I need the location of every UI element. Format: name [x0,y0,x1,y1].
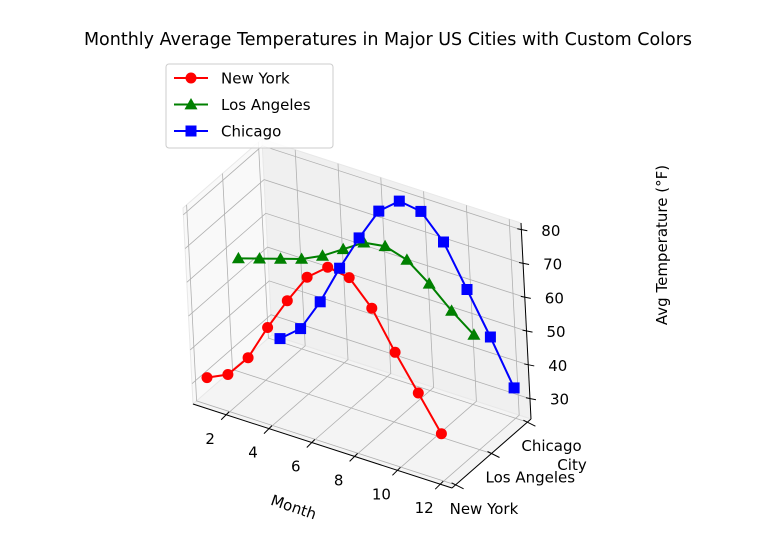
axes: 2 4 6 8 10 12 New York Los Angeles Chicago 30 40 50… [192,222,582,518]
z-tick-mark [520,295,531,299]
data-point [231,251,245,264]
x-tick-label: 10 [372,485,391,503]
data-point [445,304,459,316]
y-tick-mark [523,419,536,427]
data-point [262,322,274,333]
x-tick-mark [220,411,230,421]
legend-frame [165,63,334,149]
z-axis-label: Avg Temperature (°F) [653,165,671,325]
series-new-york [201,261,447,440]
z-tick-label: 40 [548,357,567,375]
data-point [366,302,378,314]
x-axis-label: Month [268,491,318,523]
legend-entry: Chicago [174,123,281,141]
data-point [343,272,355,284]
data-point [438,236,449,248]
data-point [185,72,197,84]
data-point [201,372,213,384]
y-tick-label: Chicago [521,437,581,455]
data-point [253,252,266,264]
data-point [422,277,436,289]
data-point [393,195,405,207]
y-tick-mark [487,451,500,458]
grid-line-x [397,205,477,471]
z-tick-label: 60 [545,289,564,307]
x-tick-mark [392,466,401,476]
grid-line-z [188,246,527,332]
z-tick-mark [522,329,533,333]
grid-line-x [354,191,435,457]
legend: New York Los Angeles Chicago [165,63,334,149]
z-tick-label: 50 [547,323,566,341]
data-point [295,323,307,335]
data-point [334,262,346,274]
y-tick-label: New York [450,500,519,518]
data-point [242,352,254,364]
chart-title: Monthly Average Temperatures in Major US… [84,30,692,50]
legend-entry: New York [174,70,290,88]
z-tick-mark [517,228,528,232]
x-tick-label: 8 [334,471,344,489]
data-point [467,328,481,340]
grid-line-y [258,142,528,423]
y-tick-label: Los Angeles [486,469,576,487]
z-tick-label: 70 [543,256,562,274]
data-point [400,253,414,265]
legend-entry: Los Angeles [174,96,311,114]
data-point [415,205,427,217]
legend-label: Chicago [221,123,281,141]
grid-line-z [184,179,524,264]
x-tick-label: 12 [415,499,434,517]
x-tick-label: 4 [248,444,258,462]
data-point [184,98,198,110]
data-point [316,249,329,261]
data-point [353,232,365,244]
grid-line-x [439,219,520,485]
data-point [274,252,287,264]
y-axis-label: City [557,456,587,474]
grid-line-z [189,280,529,366]
data-point [301,271,313,283]
x-tick-mark [263,425,273,434]
x-tick-mark [434,480,444,490]
x-axis-line [192,403,453,489]
data-point [274,333,286,345]
z-tick-mark [525,397,537,401]
z-tick-mark [524,363,535,367]
data-point [322,261,334,273]
data-point [314,296,326,308]
data-point [389,346,401,358]
data-point [508,382,520,394]
data-point [295,252,309,264]
legend-label: Los Angeles [221,96,311,114]
z-tick-label: 80 [541,222,560,240]
x-tick-label: 2 [205,430,215,448]
grid-line-x [225,149,306,416]
grid-line-z [186,212,525,298]
series-chicago [274,195,520,394]
data-point [484,331,496,343]
data-point [378,239,392,252]
grid-line-x [268,163,349,429]
z-tick-label: 30 [550,391,569,409]
y-tick-mark [451,482,464,490]
data-point [281,295,293,307]
legend-label: New York [221,70,290,88]
z-axis-line [520,222,532,420]
data-point [336,242,350,255]
grid-line-y [186,204,456,486]
data-point [373,205,385,217]
data-point [185,125,197,137]
grid-line-z [191,314,531,400]
data-point [461,284,473,295]
x-tick-mark [306,439,316,448]
data-point [435,428,447,440]
z-tick-mark [518,262,530,266]
x-tick-label: 6 [291,458,301,476]
series-group [201,195,520,440]
data-point [412,387,424,399]
x-tick-mark [349,453,358,462]
data-point [222,369,234,380]
